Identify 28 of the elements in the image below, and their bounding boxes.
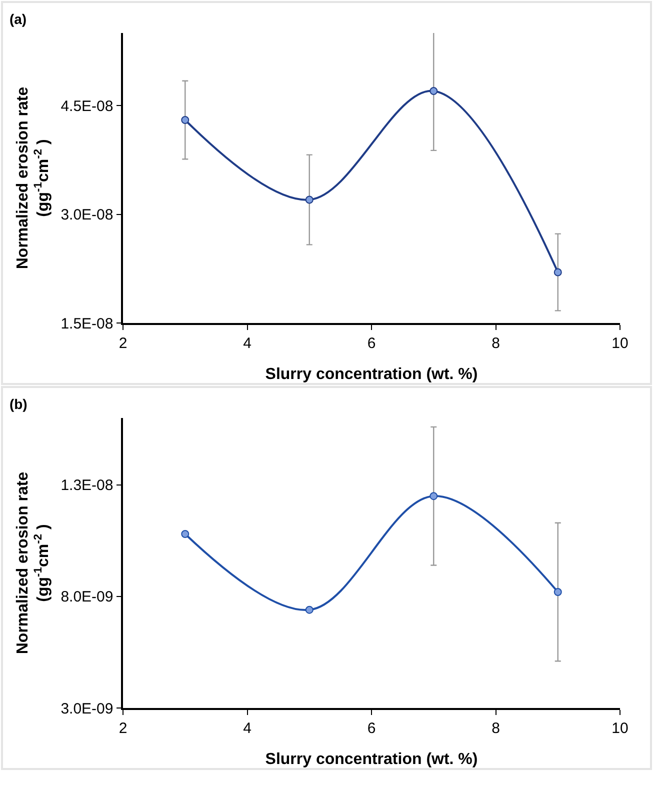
y-tick-label: 8.0E-09 <box>60 588 114 606</box>
point <box>181 530 190 538</box>
x-axis-title: Slurry concentration (wt. %) <box>265 751 478 768</box>
point <box>554 268 562 276</box>
x-tick-label: 4 <box>243 720 252 737</box>
point <box>181 116 190 124</box>
point <box>554 588 562 596</box>
x-tick-label: 2 <box>118 334 128 352</box>
point <box>430 87 438 95</box>
point <box>305 606 314 614</box>
x-axis-title: Slurry concentration (wt. %) <box>265 366 478 383</box>
point <box>430 492 438 500</box>
y-tick-label: 1.3E-08 <box>60 477 114 494</box>
x-tick-label: 4 <box>243 334 252 352</box>
x-tick-label: 6 <box>367 720 376 737</box>
y-tick-label: 1.5E-08 <box>60 315 114 332</box>
x-tick-label: 8 <box>492 720 500 737</box>
x-tick-label: 6 <box>367 334 376 352</box>
chart-title: (a) <box>9 11 27 28</box>
x-tick-label: 2 <box>118 720 128 737</box>
point <box>305 196 314 204</box>
y-tick-label: 4.5E-08 <box>60 98 114 115</box>
x-tick-label: 8 <box>492 334 500 352</box>
x-tick-label: 10 <box>612 334 628 352</box>
chart-title: (b) <box>9 396 28 412</box>
x-tick-label: 10 <box>612 720 628 737</box>
y-tick-label: 3.0E-08 <box>60 206 114 224</box>
y-tick-label: 3.0E-09 <box>60 700 114 718</box>
